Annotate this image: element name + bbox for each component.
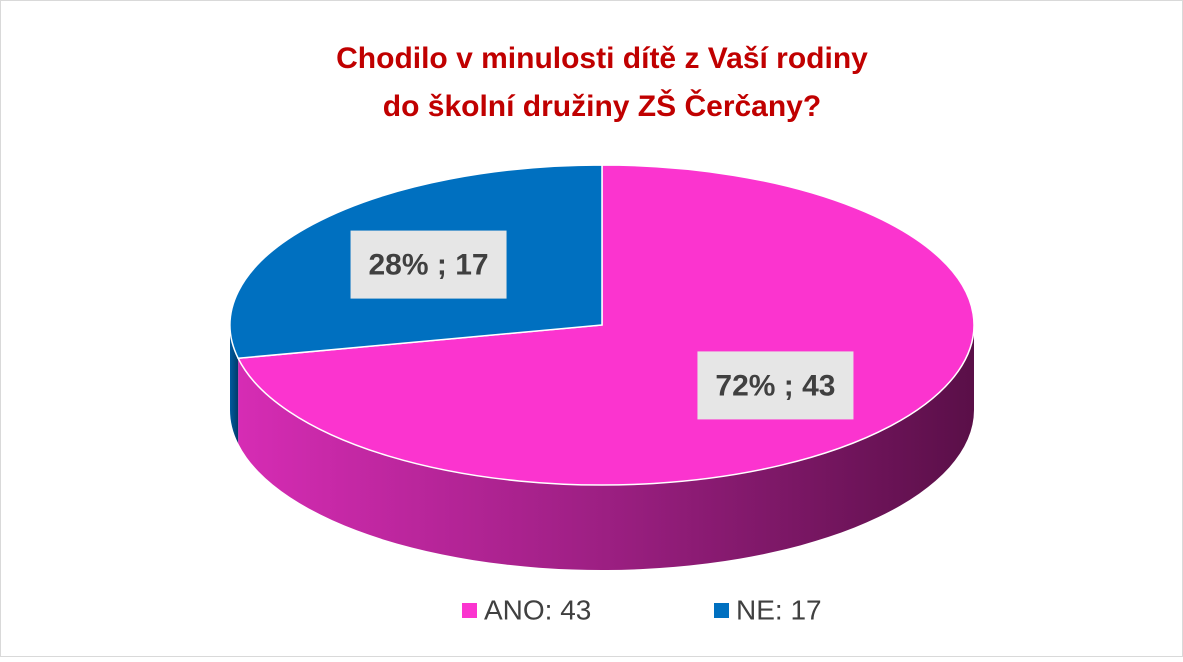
chart-title: do školní družiny ZŠ Čerčany? <box>383 89 821 123</box>
chart-title: Chodilo v minulosti dítě z Vaší rodiny <box>336 42 868 75</box>
pie-side <box>238 325 974 570</box>
data-label: 28% ; 17 <box>369 249 489 282</box>
legend-label: NE: 17 <box>736 594 822 625</box>
legend-swatch <box>462 603 477 618</box>
data-label-box <box>697 351 854 420</box>
data-label: 72% ; 43 <box>715 369 835 402</box>
legend-label: ANO: 43 <box>484 594 591 625</box>
legend-swatch <box>714 603 729 618</box>
data-label-box <box>350 230 507 299</box>
